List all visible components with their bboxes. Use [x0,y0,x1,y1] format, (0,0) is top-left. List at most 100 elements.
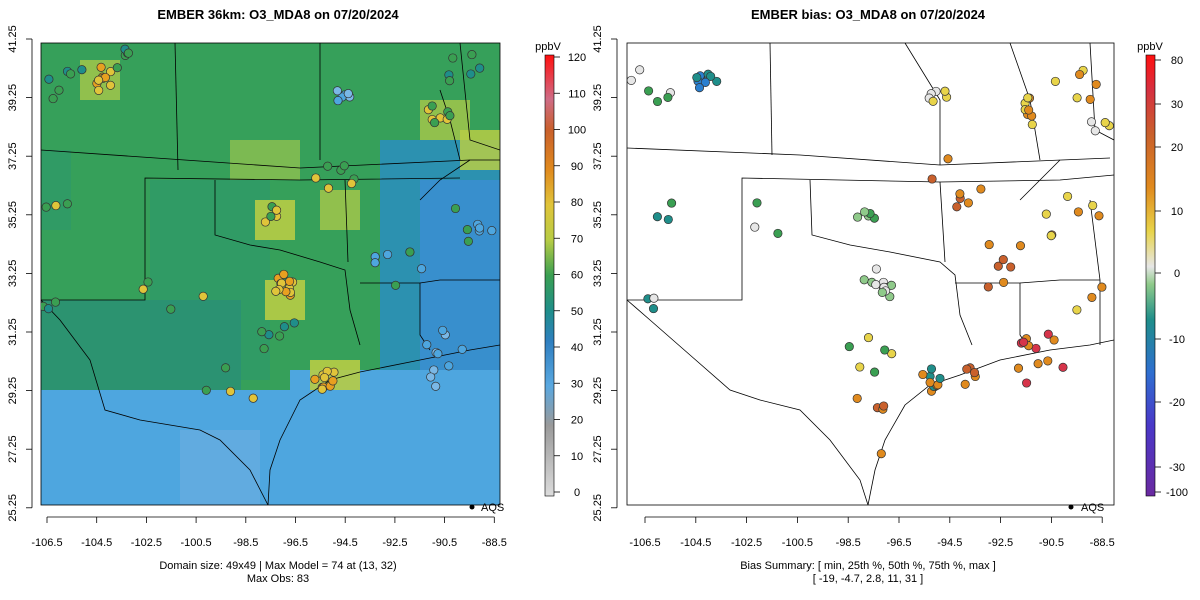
left-station-dot [201,385,211,395]
right-colorbar-tick-label: 0 [1174,268,1180,280]
left-station-dot [77,65,87,75]
left-station-dot [463,236,473,246]
left-x-tick-label: -90.5 [432,537,457,549]
left-x-tick-label: -98.5 [233,537,258,549]
right-station-dot [1058,362,1068,372]
left-station-dot [475,63,485,73]
left-station-dot [166,304,176,314]
right-legend: AQS [1068,502,1104,514]
right-colorbar: ppbV 80 30 20 10 0 -10 -20 -30 -100 [1137,41,1188,499]
right-station-dot [1019,337,1029,347]
right-station-dot [706,71,716,81]
left-station-dot [106,67,116,77]
right-station-dot [871,280,881,290]
right-station-dot [1087,292,1097,302]
right-station-dot [1043,356,1053,366]
left-colorbar-tick-label: 0 [574,487,580,499]
left-y-tick-label: 33.25 [7,260,19,288]
right-station-dot [1085,94,1095,104]
left-colorbar-tick-label: 20 [571,415,583,427]
left-colorbar-tick-label: 50 [571,306,583,318]
right-station-dot [844,342,854,352]
left-station-dot [383,249,393,260]
left-station-dot [426,372,436,382]
right-x-tick-label: -96.5 [886,537,911,549]
left-y-tick-label: 29.25 [7,377,19,405]
right-y-axis-ticks: 41.25 39.25 37.25 35.25 33.25 31.25 29.25 27.25… [592,25,618,522]
left-station-dot [257,327,267,337]
right-y-tick-label: 39.25 [592,84,604,112]
right-y-tick-label: 41.25 [592,25,604,53]
left-y-tick-label: 35.25 [7,201,19,229]
left-x-tick-label: -104.5 [81,537,112,549]
left-station-dot [391,280,401,290]
left-station-dot [310,374,320,384]
right-station-dot [925,377,935,388]
left-station-dot [266,211,276,221]
left-station-dot [467,50,477,60]
right-station-dot [880,345,890,355]
right-station-dot [663,92,673,102]
right-station-dot [1086,117,1097,127]
left-station-dot [62,199,72,209]
left-station-dot [487,226,497,236]
left-x-axis-ticks: -106.5 -104.5 -102.5 -100.5 -98.5 -96.5 -94.5 -… [31,516,507,549]
left-station-dot [422,340,432,350]
left-station-dot [417,264,427,274]
right-station-dot [960,379,970,389]
left-station-dot [332,86,342,96]
right-station-dot [879,401,889,411]
left-caption-line2: Max Obs: 83 [247,573,309,585]
left-x-tick-label: -96.5 [283,537,308,549]
right-station-dot [1073,207,1083,217]
right-station-dot [863,333,874,343]
right-station-dot [943,154,953,164]
right-station-dot [860,207,870,217]
left-station-dot [323,183,334,193]
right-x-tick-label: -102.5 [731,537,762,549]
left-y-tick-label: 25.25 [7,494,19,522]
right-station-dot [1027,119,1037,130]
right-y-tick-label: 29.25 [592,377,604,405]
left-colorbar-tick-label: 60 [571,270,583,282]
right-station-dot [969,368,980,378]
right-station-dot [963,198,973,208]
right-station-dot [773,228,783,238]
right-station-dot [750,222,760,232]
right-station-dot [1041,209,1051,219]
right-panel-title: EMBER bias: O3_MDA8 on 07/20/2024 [751,7,986,22]
left-station-dot [54,85,64,95]
right-station-dot [1072,305,1082,315]
right-station-dot [1090,126,1100,136]
left-station-dot [438,325,448,335]
left-station-dot [275,331,285,341]
right-station-dot [984,240,994,250]
right-station-dot [694,83,705,93]
left-x-tick-label: -102.5 [131,537,162,549]
left-station-dot [279,269,289,279]
left-colorbar-tick-label: 10 [571,451,583,463]
right-station-dot [1024,105,1034,115]
right-station-dot [1063,191,1073,201]
right-station-dot [712,76,722,86]
left-station-dot [94,75,104,85]
right-station-dot [1097,282,1107,292]
left-legend-marker [469,504,475,510]
right-station-dot [700,77,710,87]
right-y-tick-label: 25.25 [592,494,604,522]
left-station-dot [448,53,458,63]
right-y-tick-label: 35.25 [592,201,604,229]
right-x-tick-label: -90.5 [1039,537,1064,549]
right-state-borders [627,43,1114,505]
right-map-background [627,43,1114,505]
right-caption-line2: [ -19, -4.7, 2.8, 11, 31 ] [813,573,923,585]
left-station-dot [66,69,76,79]
left-y-tick-label: 37.25 [7,142,19,170]
left-station-dot [272,205,282,215]
left-station-dot [123,48,133,58]
left-station-dot [289,318,299,328]
left-x-tick-label: -92.5 [382,537,407,549]
right-station-dot [1049,335,1059,345]
right-station-dot [692,72,702,83]
